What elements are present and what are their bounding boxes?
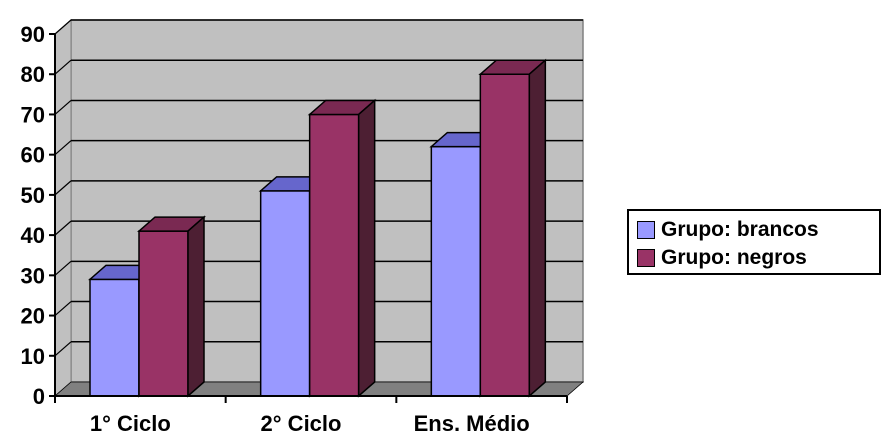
y-tick-labels: 0 10 20 30 40 50 60 70 80 90 <box>21 22 45 409</box>
bar-1-1 <box>307 98 377 398</box>
bar-front <box>479 73 531 397</box>
y-tick-label: 70 <box>21 102 45 127</box>
side-wall <box>54 18 72 398</box>
bar-front <box>89 278 140 397</box>
y-tick-label: 90 <box>21 22 45 47</box>
y-tick-label: 0 <box>33 384 45 409</box>
bar-side <box>528 58 547 398</box>
y-tick-label: 80 <box>21 62 45 87</box>
x-tick-label: Ens. Médio <box>414 411 530 436</box>
y-tick-label: 10 <box>21 344 45 369</box>
gridline-side <box>54 341 72 357</box>
bar-side <box>187 215 205 398</box>
y-tick-label: 20 <box>21 304 45 329</box>
gridline-side <box>54 260 72 276</box>
x-tick-labels: 1° Ciclo 2° Ciclo Ens. Médio <box>90 411 530 436</box>
legend-swatch-series-0 <box>637 221 655 239</box>
bars <box>88 58 548 398</box>
legend-swatch-series-1 <box>637 249 655 267</box>
bar-front <box>138 230 189 397</box>
legend-item-series-0: Grupo: brancos <box>637 217 819 243</box>
legend-label-series-1: Grupo: negros <box>661 246 807 269</box>
gridline-side <box>54 59 72 75</box>
x-tick-label: 2° Ciclo <box>261 411 342 436</box>
bar-1-2 <box>478 58 548 398</box>
gridline-side <box>54 19 72 35</box>
y-tick-label: 40 <box>21 223 45 248</box>
y-tick-label: 50 <box>21 183 45 208</box>
y-tick-label: 30 <box>21 263 45 288</box>
gridline-side <box>54 99 72 115</box>
bar-front <box>259 190 311 397</box>
legend: Grupo: brancos Grupo: negros <box>627 209 881 275</box>
bar-side <box>357 98 376 398</box>
axes <box>49 33 568 403</box>
bar-front <box>308 113 360 397</box>
y-tick-label: 60 <box>21 143 45 168</box>
bar-front <box>430 145 482 397</box>
gridline-side <box>54 301 72 317</box>
legend-label-series-0: Grupo: brancos <box>661 218 819 241</box>
gridline-side <box>54 180 72 196</box>
gridline-side <box>54 140 72 156</box>
bar-1-0 <box>137 215 206 398</box>
gridline-side <box>54 220 72 236</box>
x-tick-label: 1° Ciclo <box>90 411 171 436</box>
legend-item-series-1: Grupo: negros <box>637 245 807 271</box>
